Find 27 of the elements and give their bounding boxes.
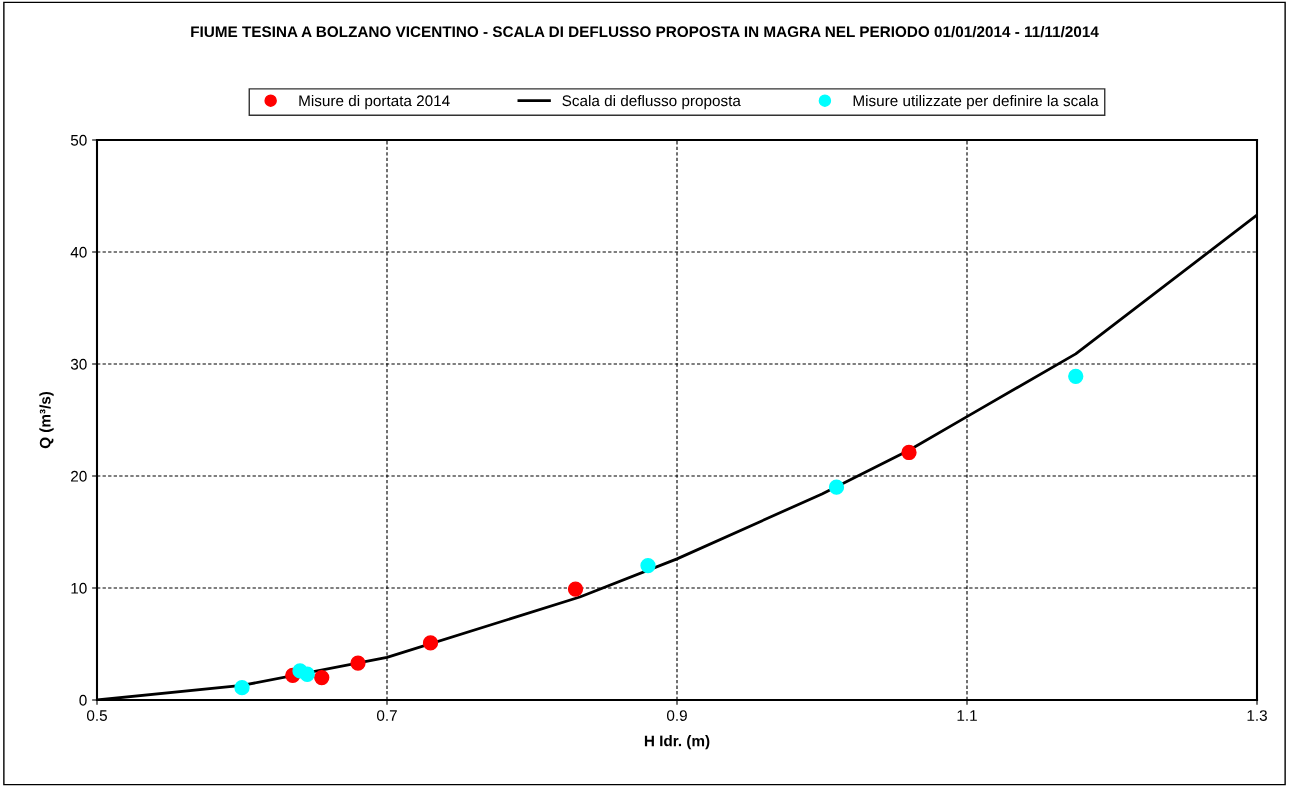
y-tick-label: 40 [70,246,87,258]
point [567,581,584,597]
x-tick-label: 0.7 [376,710,397,721]
point [901,444,917,461]
x-tick-label: 0.5 [86,710,107,721]
legend-label: Scala di deflusso proposta [562,94,741,110]
legend-label: Misure utilizzate per definire la scala [853,94,1099,110]
chart-title: FIUME TESINA A BOLZANO VICENTINO - SCALA DI DEFLUSSO PROPOSTA IN MAGRA NEL PERIODO 01/01/2014 - 11/11/2014 [191,25,1099,38]
y-tick-label: 30 [70,358,87,370]
point [1068,368,1084,384]
y-tick-label: 10 [71,582,87,594]
point [314,669,330,686]
point [640,557,656,574]
point [828,479,845,495]
x-tick-label: 0.9 [666,710,687,721]
legend-label: Misure di portata 2014 [299,94,450,110]
y-axis-title: Q (m³/s) [39,391,54,449]
y-tick-label: 0 [79,694,87,706]
x-axis-title: H Idr. (m) [644,735,710,750]
point [299,666,315,682]
point [422,635,439,651]
y-tick-label: 50 [70,134,87,146]
point [350,655,366,671]
y-tick-label: 20 [71,470,87,482]
point [234,680,250,696]
x-tick-label: 1.3 [1247,710,1267,721]
x-tick-label: 1.1 [957,710,977,721]
